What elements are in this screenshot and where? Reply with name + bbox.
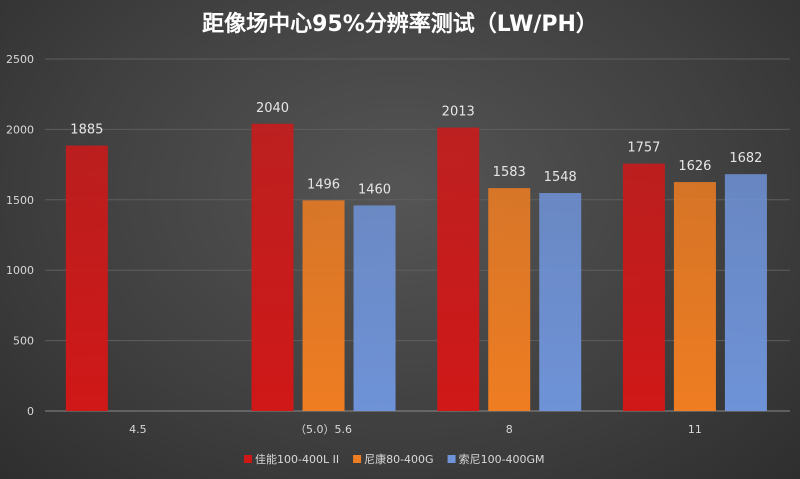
y-tick-label: 1000 <box>6 264 34 277</box>
x-tick-label: （5.0）5.6 <box>295 423 352 436</box>
bar <box>302 200 345 411</box>
bar <box>353 205 396 411</box>
bar <box>65 145 108 412</box>
y-tick-label: 1500 <box>6 194 34 207</box>
data-label: 2013 <box>442 105 475 120</box>
y-tick-label: 2000 <box>6 123 34 136</box>
data-label: 1496 <box>307 177 340 192</box>
bar <box>724 174 767 411</box>
x-tick-label: 11 <box>688 423 702 436</box>
bar <box>539 193 582 411</box>
data-label: 2040 <box>256 101 289 116</box>
y-tick-label: 500 <box>13 335 34 348</box>
y-tick-label: 0 <box>27 405 34 418</box>
legend-swatch <box>244 455 252 463</box>
data-label: 1626 <box>678 159 711 174</box>
legend-label: 尼康80-400G <box>364 452 434 466</box>
bar <box>437 127 480 411</box>
bar <box>251 123 294 411</box>
x-tick-label: 4.5 <box>129 423 147 436</box>
x-tick-label: 8 <box>506 423 513 436</box>
bar <box>622 163 665 411</box>
bar <box>673 182 716 411</box>
legend-label: 佳能100-400L II <box>255 452 339 466</box>
data-label: 1460 <box>358 182 391 197</box>
y-tick-label: 2500 <box>6 53 34 66</box>
bar <box>488 188 531 411</box>
legend-swatch <box>353 455 362 463</box>
data-label: 1682 <box>729 151 762 166</box>
data-label: 1548 <box>544 170 577 185</box>
data-label: 1583 <box>493 165 526 180</box>
data-label: 1885 <box>70 123 103 138</box>
chart-title: 距像场中心95%分辨率测试（LW/PH） <box>202 11 598 37</box>
data-label: 1757 <box>627 141 660 156</box>
legend-swatch <box>447 455 456 463</box>
legend-label: 索尼100-400GM <box>459 452 545 466</box>
